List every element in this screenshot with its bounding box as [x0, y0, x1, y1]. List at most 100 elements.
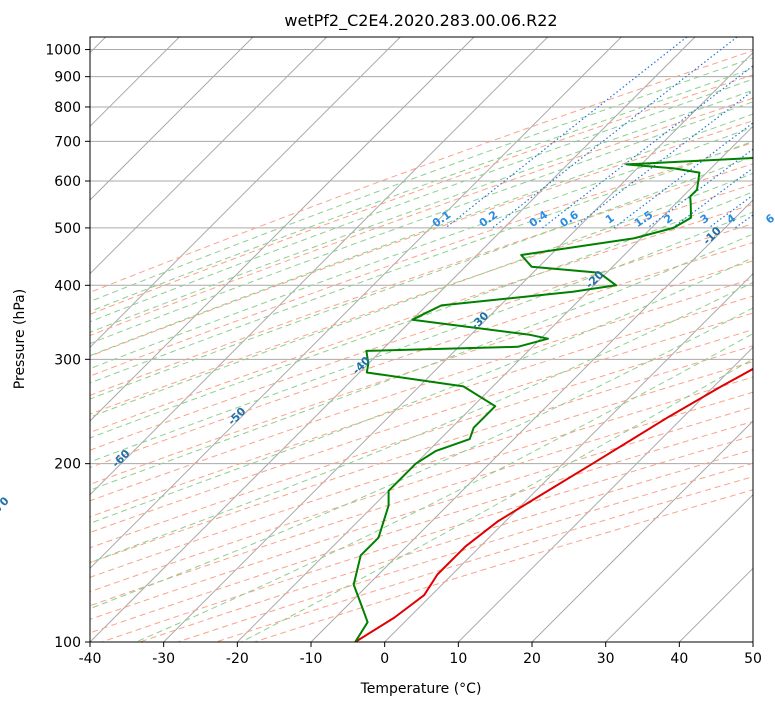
moist-adiabat	[90, 257, 753, 524]
dry-adiabat	[90, 142, 753, 377]
moist-adiabat	[90, 126, 753, 370]
mixing-ratio-line	[445, 37, 688, 229]
isotherm-label: -60	[109, 447, 132, 470]
moist-adiabat	[90, 78, 753, 323]
x-tick-label: -30	[152, 651, 175, 667]
moist-adiabat	[90, 89, 753, 333]
moist-adiabat	[90, 140, 753, 384]
dry-adiabat	[90, 50, 753, 293]
mixing-ratio-line	[672, 167, 753, 229]
isotherm-line	[90, 37, 622, 570]
y-tick-label: 100	[54, 635, 81, 651]
moist-adiabat	[90, 172, 753, 418]
dry-adiabat	[90, 97, 753, 337]
dry-adiabat	[90, 345, 753, 564]
mixing-ratio-label: 1	[603, 212, 617, 227]
dry-adiabat	[90, 74, 753, 315]
mixing-ratio-line	[572, 89, 753, 229]
isotherm-line	[678, 567, 753, 642]
y-axis-label: Pressure (hPa)	[12, 289, 28, 389]
mixing-ratio-label: 2	[662, 212, 676, 227]
dry-adiabat	[90, 361, 753, 578]
x-tick-label: 0	[380, 651, 389, 667]
dry-adiabat	[90, 223, 753, 451]
grid-layer	[90, 37, 753, 642]
dry-adiabat	[177, 462, 753, 642]
moist-adiabat	[90, 307, 753, 610]
chart-title: wetPf2_C2E4.2020.283.00.06.R22	[284, 11, 557, 31]
mixing-ratio-line	[492, 37, 738, 229]
x-tick-label: -40	[79, 651, 102, 667]
moist-adiabat	[90, 57, 753, 303]
isotherm-line	[90, 37, 254, 201]
mixing-ratio-line	[542, 65, 753, 229]
data-layer	[352, 156, 753, 642]
y-tick-label: 700	[54, 134, 81, 150]
y-tick-label: 600	[54, 174, 81, 190]
isotherm-label: -70	[0, 494, 12, 517]
dry-adiabat	[90, 260, 753, 485]
isotherm-line	[236, 125, 753, 642]
dry-adiabat	[90, 376, 753, 593]
y-tick-label: 900	[54, 70, 81, 86]
moist-adiabat	[90, 156, 753, 400]
x-tick-label: 30	[597, 651, 615, 667]
isotherm-line	[90, 37, 475, 422]
moist-adiabat	[90, 67, 753, 313]
isotherm-line	[163, 51, 753, 642]
y-tick-label: 400	[54, 278, 81, 294]
dry-adiabat	[90, 203, 753, 433]
isotherm-line	[384, 272, 753, 642]
dry-adiabat	[90, 312, 753, 534]
plot-frame	[89, 36, 754, 643]
mixing-ratio-label: 6	[763, 211, 775, 226]
isotherm-line	[752, 641, 753, 642]
isotherm-label: -50	[225, 405, 248, 428]
dry-adiabat	[90, 391, 753, 607]
dewpoint-line	[352, 156, 753, 642]
dry-adiabat	[90, 163, 753, 396]
moist-adiabat	[90, 191, 753, 439]
isotherm-line	[90, 37, 328, 275]
isotherm-line	[90, 37, 549, 496]
y-tick-label: 200	[54, 457, 81, 473]
dry-adiabat	[90, 241, 753, 469]
moist-adiabat	[90, 113, 753, 357]
tick-layer: -40 -30 -20 -10 0 10 20 30 40 50 100 200 300 400 500 60…	[45, 43, 762, 667]
x-tick-label: -20	[226, 651, 249, 667]
mixing-ratio-label: 3	[698, 212, 712, 227]
dry-adiabat	[90, 295, 753, 518]
moist-adiabat	[135, 333, 753, 642]
y-tick-label: 1000	[45, 43, 81, 59]
isotherm-line	[531, 420, 753, 642]
dry-adiabat	[90, 278, 753, 502]
x-tick-label: 40	[670, 651, 688, 667]
isotherm-line	[90, 37, 401, 349]
moist-adiabat	[90, 211, 753, 463]
dry-adiabat	[90, 329, 753, 549]
isotherm-line	[605, 493, 753, 642]
moist-adiabat	[90, 281, 753, 564]
mixing-ratio-line	[734, 214, 753, 229]
dry-adiabat	[101, 435, 753, 642]
dry-adiabat	[90, 183, 753, 415]
x-tick-label: 10	[449, 651, 467, 667]
label-layer: 0.10.20.40.611.52346810131620253036-100-…	[0, 208, 775, 518]
x-tick-label: -10	[300, 651, 323, 667]
x-axis-label: Temperature (°C)	[360, 681, 482, 697]
y-tick-label: 300	[54, 352, 81, 368]
moist-adiabat	[241, 358, 753, 642]
isotherm-line	[90, 37, 696, 642]
mixing-ratio-label: 0.1	[430, 208, 453, 230]
y-tick-label: 800	[54, 100, 81, 116]
moist-adiabat	[90, 233, 753, 491]
dry-adiabat	[90, 120, 753, 357]
isotherm-line	[457, 346, 753, 642]
moist-adiabat	[90, 101, 753, 345]
temperature-line	[354, 367, 753, 642]
x-tick-label: 50	[744, 651, 762, 667]
x-tick-label: 20	[523, 651, 541, 667]
y-tick-label: 500	[54, 221, 81, 237]
isotherm-line	[310, 199, 753, 642]
